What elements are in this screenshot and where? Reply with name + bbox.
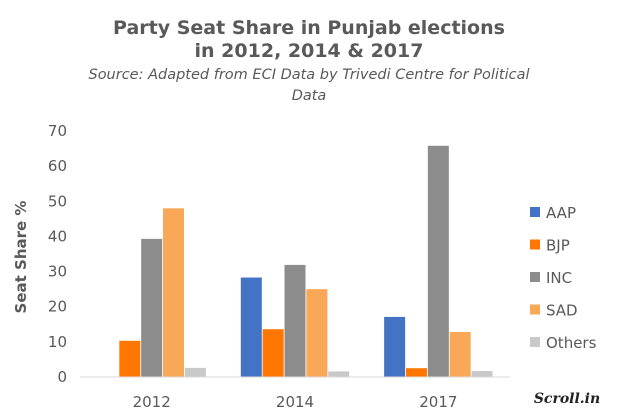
legend-label-bjp: BJP (546, 237, 570, 255)
legend-swatch-inc (530, 272, 540, 282)
y-axis-label: Seat Share % (12, 201, 30, 314)
bar-bjp-2012 (119, 340, 141, 377)
bar-aap-2014 (240, 277, 262, 377)
chart-title-line-2: in 2012, 2014 & 2017 (195, 40, 424, 62)
y-tick-label: 50 (48, 192, 67, 210)
legend-label-aap: AAP (546, 204, 576, 222)
legend-label-others: Others (546, 334, 597, 352)
chart-subtitle-line-1: Source: Adapted from ECI Data by Trivedi… (88, 67, 529, 83)
y-tick-label: 40 (48, 227, 67, 245)
bars (119, 145, 493, 377)
y-tick-label: 30 (48, 263, 67, 281)
bar-others-2017 (471, 371, 493, 377)
x-tick-label: 2012 (133, 393, 171, 411)
bar-bjp-2014 (262, 329, 284, 377)
y-tick-label: 20 (48, 298, 67, 316)
legend-swatch-others (530, 337, 540, 347)
bar-bjp-2017 (405, 368, 427, 377)
x-axis-ticks: 2012 2014 2017 (133, 393, 458, 411)
chart-subtitle-line-2: Data (292, 88, 327, 104)
bar-inc-2012 (141, 238, 163, 377)
bar-aap-2017 (384, 316, 406, 377)
chart-title-line-1: Party Seat Share in Punjab elections (113, 17, 505, 39)
legend-label-sad: SAD (546, 302, 578, 320)
bar-others-2012 (184, 367, 206, 377)
legend-swatch-aap (530, 207, 540, 217)
bar-inc-2014 (284, 264, 306, 377)
y-tick-label: 0 (57, 368, 67, 386)
x-tick-label: 2014 (276, 393, 314, 411)
legend: AAP BJP INC SAD Others (530, 204, 597, 352)
bar-sad-2017 (449, 332, 471, 377)
bar-sad-2012 (163, 208, 185, 377)
y-axis-ticks: 0 10 20 30 40 50 60 70 (48, 122, 67, 386)
bar-sad-2014 (306, 289, 328, 377)
bar-inc-2017 (427, 145, 449, 377)
y-tick-label: 70 (48, 122, 67, 140)
publisher-logo: Scroll.in (534, 391, 600, 407)
y-tick-label: 10 (48, 333, 67, 351)
legend-swatch-bjp (530, 239, 540, 250)
y-tick-label: 60 (48, 157, 67, 175)
x-tick-label: 2017 (419, 393, 457, 411)
legend-label-inc: INC (546, 269, 572, 287)
legend-swatch-sad (530, 304, 540, 315)
bar-others-2014 (328, 371, 350, 377)
